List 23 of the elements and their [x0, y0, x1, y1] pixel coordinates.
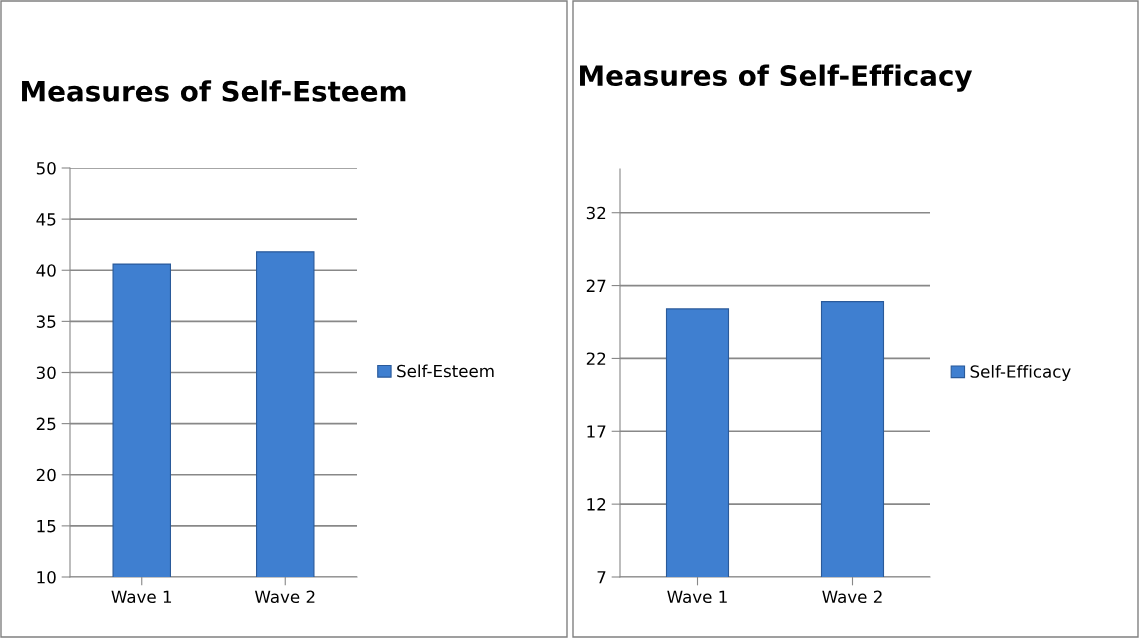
y-tick-label: 7: [597, 571, 606, 584]
legend-label: Self-Esteem: [397, 364, 494, 378]
y-tick-label: 10: [37, 570, 56, 584]
x-tick-label: Wave 2: [254, 590, 315, 604]
y-tick-label: 50: [36, 161, 56, 175]
y-tick-label: 20: [36, 468, 56, 482]
y-tick-label: 22: [586, 352, 606, 365]
chart-title: Measures of Self-Esteem: [22, 80, 406, 102]
x-tick-label: Wave 1: [667, 590, 727, 604]
x-tick-label: Wave 2: [822, 590, 882, 604]
legend-label: Self-Efficacy: [970, 364, 1071, 382]
chart-title: Measures of Self-Efficacy: [580, 64, 973, 92]
y-tick-label: 15: [37, 520, 56, 533]
y-tick-label: 45: [36, 213, 56, 226]
y-tick-label: 12: [587, 498, 606, 511]
y-tick-label: 40: [36, 264, 56, 277]
x-tick-label: Wave 1: [111, 590, 172, 604]
y-tick-label: 25: [36, 417, 56, 431]
y-tick-label: 32: [586, 206, 606, 220]
y-tick-label: 30: [36, 366, 56, 380]
y-tick-label: 35: [36, 315, 56, 328]
y-tick-label: 17: [587, 425, 606, 438]
y-tick-label: 27: [586, 279, 606, 292]
